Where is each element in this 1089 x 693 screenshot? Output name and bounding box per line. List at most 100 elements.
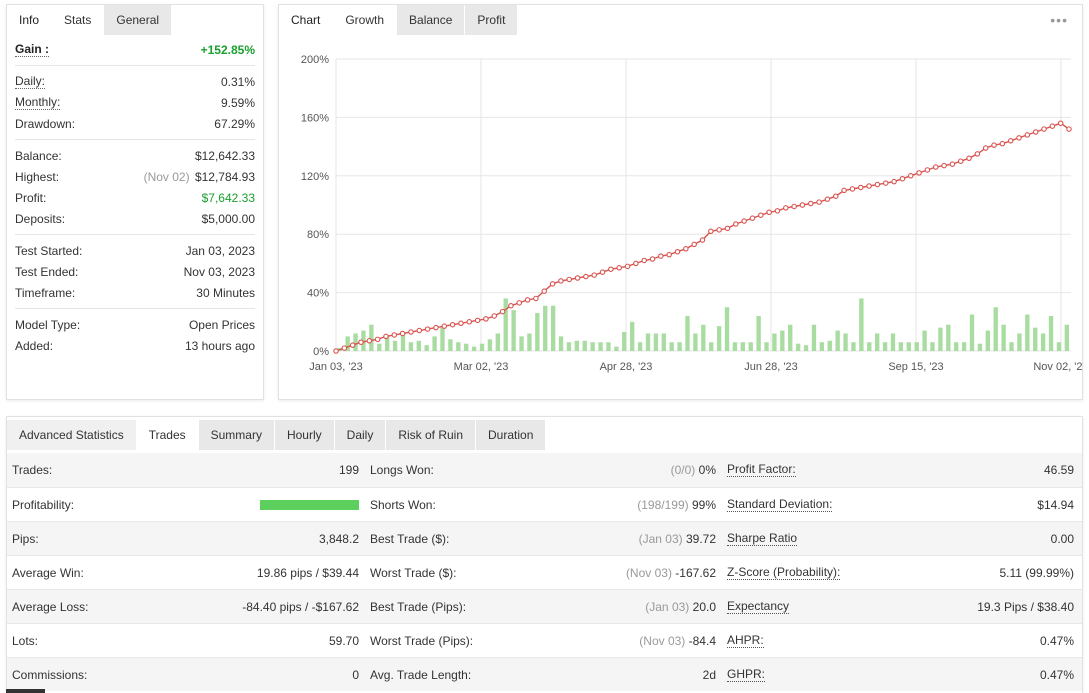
stat-value: 20.0 — [692, 599, 716, 614]
growth-point — [891, 178, 897, 185]
monthly-label[interactable]: Monthly: — [15, 94, 61, 110]
gain-label[interactable]: Gain : — [15, 41, 50, 57]
test-started-row: Test Started: Jan 03, 2023 — [15, 240, 255, 261]
stat-cell: Shorts Won: (198/199) 99% — [364, 488, 721, 521]
tab-hourly[interactable]: Hourly — [274, 420, 335, 450]
stat-cell: Avg. Trade Length: 2d — [364, 658, 721, 691]
growth-point — [691, 241, 697, 248]
volume-bar — [772, 333, 777, 351]
tab-balance[interactable]: Balance — [397, 5, 466, 35]
volume-bar — [938, 327, 943, 351]
daily-label[interactable]: Daily: — [15, 73, 46, 89]
volume-bar — [614, 346, 619, 351]
growth-point — [1057, 120, 1064, 126]
growth-point — [774, 208, 781, 214]
growth-point — [541, 288, 547, 294]
growth-point — [341, 345, 348, 351]
stat-cell: Average Loss: -84.40 pips / -$167.62 — [7, 590, 364, 623]
volume-bar — [637, 342, 643, 351]
volume-bar — [740, 342, 745, 351]
stat-label[interactable]: Standard Deviation: — [727, 496, 833, 512]
growth-point — [733, 221, 739, 227]
test-ended-row: Test Ended: Nov 03, 2023 — [15, 261, 255, 282]
stat-detail: (198/199) — [637, 497, 689, 512]
growth-point — [349, 342, 356, 348]
stat-cell: GHPR: 0.47% — [721, 658, 1082, 691]
growth-point — [466, 319, 473, 325]
test-ended-value: Nov 03, 2023 — [183, 264, 255, 279]
growth-point — [858, 184, 864, 191]
volume-bar — [993, 307, 998, 351]
growth-point — [491, 313, 498, 319]
volume-bar — [1009, 342, 1014, 351]
volume-bar — [464, 343, 469, 351]
stat-label[interactable]: GHPR: — [727, 666, 766, 682]
volume-bar — [369, 324, 374, 351]
x-tick-label: Jan 03, '23 — [309, 361, 362, 373]
volume-bar — [361, 330, 366, 351]
growth-point — [574, 275, 581, 281]
highest-row: Highest: (Nov 02) $12,784.93 — [15, 166, 255, 187]
table-row: Average Loss: -84.40 pips / -$167.62 Best … — [7, 589, 1082, 623]
stat-label[interactable]: Profit Factor: — [727, 462, 796, 477]
profitability-bar — [260, 499, 359, 510]
volume-bar — [566, 342, 572, 351]
tab-profit[interactable]: Profit — [465, 5, 519, 35]
growth-point — [833, 193, 839, 199]
stat-value: 59.70 — [328, 633, 359, 648]
growth-point — [1041, 126, 1047, 132]
stat-label: Best Trade ($): — [370, 531, 450, 546]
tab-general[interactable]: General — [104, 5, 173, 35]
table-row: Average Win: 19.86 pips / $39.44 Worst Tra… — [7, 555, 1082, 589]
y-tick-label: 120% — [301, 171, 329, 183]
growth-point — [932, 164, 939, 170]
tab-daily[interactable]: Daily — [334, 420, 387, 450]
highest-value-group: (Nov 02) $12,784.93 — [144, 170, 255, 184]
growth-point — [874, 181, 881, 188]
tab-trades[interactable]: Trades — [136, 420, 199, 450]
volume-bar — [345, 336, 350, 351]
growth-point — [516, 300, 523, 306]
growth-point — [749, 215, 756, 221]
stat-cell: AHPR: 0.47% — [721, 624, 1082, 657]
volume-bar — [1025, 314, 1030, 351]
tab-stats[interactable]: Stats — [52, 5, 105, 35]
tab-advanced-statistics[interactable]: Advanced Statistics — [7, 420, 137, 450]
growth-point — [408, 329, 414, 335]
tab-summary[interactable]: Summary — [198, 420, 275, 450]
tab-chart[interactable]: Chart — [279, 5, 334, 35]
growth-point — [1016, 135, 1022, 141]
volume-bar — [535, 313, 540, 351]
growth-point — [474, 317, 481, 324]
growth-point — [666, 251, 672, 258]
volume-bar — [961, 342, 967, 351]
volume-bar — [724, 307, 730, 351]
stat-label[interactable]: Z-Score (Probability): — [727, 564, 841, 580]
tab-growth[interactable]: Growth — [333, 5, 398, 35]
stat-cell: Worst Trade (Pips): (Nov 03) -84.4 — [364, 624, 721, 657]
x-tick-label: Mar 02, '23 — [454, 361, 509, 373]
growth-point — [974, 151, 981, 157]
growth-point — [424, 326, 431, 332]
stat-label[interactable]: AHPR: — [727, 632, 764, 648]
volume-bar — [424, 345, 429, 351]
volume-bar — [985, 330, 990, 351]
stat-label[interactable]: Expectancy — [727, 598, 790, 614]
tab-duration[interactable]: Duration — [476, 420, 547, 450]
drawdown-label: Drawdown: — [15, 116, 76, 131]
stat-value: 199 — [338, 463, 359, 477]
gain-value: +152.85% — [200, 42, 255, 57]
volume-bar — [1040, 333, 1046, 351]
volume-bar — [479, 343, 485, 351]
stat-label[interactable]: Sharpe Ratio — [727, 530, 798, 546]
tab-risk-of-ruin[interactable]: Risk of Ruin — [386, 420, 477, 450]
ellipsis-icon[interactable]: ••• — [1050, 12, 1068, 28]
volume-bar — [701, 324, 706, 351]
x-tick-label: Jun 28, '23 — [744, 361, 797, 373]
deposits-value: $5,000.00 — [201, 211, 255, 226]
growth-point — [916, 170, 922, 176]
volume-bar — [882, 342, 888, 351]
growth-point — [391, 332, 398, 338]
balance-value: $12,642.33 — [194, 148, 255, 163]
tab-info[interactable]: Info — [7, 5, 53, 35]
